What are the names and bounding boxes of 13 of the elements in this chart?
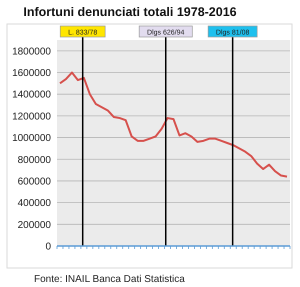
chart-title: Infortuni denunciati totali 1978-2016 xyxy=(23,5,237,19)
y-tick-label: 1000000 xyxy=(12,133,52,144)
y-tick-label: 0 xyxy=(45,242,52,252)
y-tick-label: 800000 xyxy=(18,154,52,166)
y-tick-label: 400000 xyxy=(18,198,52,210)
y-tick-label: 600000 xyxy=(18,176,52,188)
y-tick-label: 1200000 xyxy=(12,111,52,122)
line-series xyxy=(58,72,288,178)
y-tick-label: 1400000 xyxy=(12,90,52,101)
y-tick-label: 1800000 xyxy=(12,46,52,58)
source-note: Fonte: INAIL Banca Dati Statistica xyxy=(34,274,186,285)
y-tick-label: 200000 xyxy=(18,220,52,231)
y-tick-label: 1600000 xyxy=(12,68,52,80)
